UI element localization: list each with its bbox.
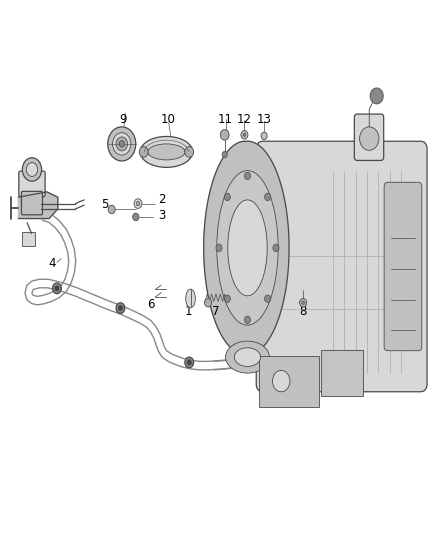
FancyBboxPatch shape [22,232,35,246]
Circle shape [134,199,142,208]
Text: 12: 12 [237,114,252,126]
Circle shape [136,201,140,206]
Text: 8: 8 [300,305,307,318]
Polygon shape [204,141,289,354]
Circle shape [360,127,379,150]
Circle shape [244,172,251,180]
Circle shape [241,131,248,139]
FancyBboxPatch shape [259,356,319,407]
Ellipse shape [234,348,261,367]
Circle shape [216,244,222,252]
Text: 6: 6 [147,298,155,311]
Circle shape [222,151,227,158]
Ellipse shape [186,289,195,308]
Circle shape [118,305,123,311]
Circle shape [53,283,61,294]
Circle shape [205,298,212,307]
Circle shape [243,133,246,136]
Circle shape [265,295,271,302]
Circle shape [139,147,148,157]
FancyBboxPatch shape [19,171,45,197]
Circle shape [224,295,230,302]
Ellipse shape [140,136,193,167]
Text: 13: 13 [257,114,272,126]
Circle shape [187,360,191,365]
Circle shape [302,301,304,304]
Text: 4: 4 [49,257,57,270]
Ellipse shape [217,171,278,325]
Circle shape [272,370,290,392]
FancyBboxPatch shape [21,191,42,215]
Circle shape [108,127,136,161]
Circle shape [113,133,131,155]
Circle shape [185,357,194,368]
FancyBboxPatch shape [384,182,422,351]
Circle shape [265,193,271,201]
Circle shape [133,213,139,221]
Circle shape [119,141,124,147]
Text: 10: 10 [160,114,175,126]
FancyBboxPatch shape [321,350,363,396]
Circle shape [273,244,279,252]
Circle shape [116,303,125,313]
Circle shape [26,163,38,176]
Circle shape [22,158,42,181]
FancyBboxPatch shape [256,141,427,392]
Text: 5: 5 [102,198,109,211]
Circle shape [370,88,383,104]
Circle shape [185,147,194,157]
Circle shape [220,130,229,140]
Text: 1: 1 [184,305,192,318]
Circle shape [261,132,267,140]
Circle shape [300,298,307,307]
Text: 2: 2 [158,193,166,206]
FancyBboxPatch shape [354,114,384,160]
Circle shape [244,316,251,324]
Circle shape [55,286,59,291]
Circle shape [224,193,230,201]
Ellipse shape [226,341,269,373]
Text: 11: 11 [217,114,232,126]
Circle shape [108,205,115,214]
Text: 3: 3 [159,209,166,222]
Text: 9: 9 [119,114,127,126]
Text: 7: 7 [212,305,219,318]
Ellipse shape [228,200,267,296]
Circle shape [116,137,127,151]
Polygon shape [18,192,58,219]
Ellipse shape [148,144,185,160]
Text: 1: 1 [17,176,25,189]
